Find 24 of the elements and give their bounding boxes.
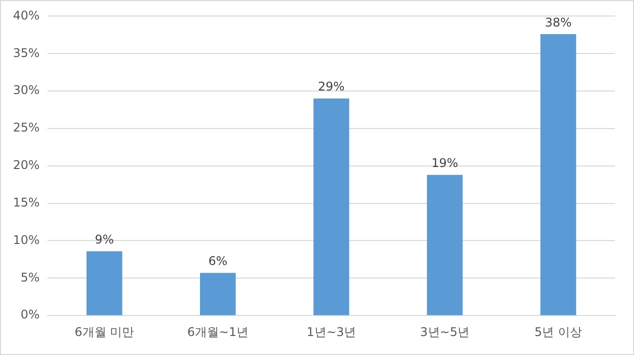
y-tick-label: 25% xyxy=(13,120,40,135)
bar xyxy=(540,34,576,316)
y-tick-label: 5% xyxy=(20,270,40,284)
data-label: 38% xyxy=(544,15,572,30)
bar xyxy=(86,251,122,316)
bar xyxy=(313,98,350,316)
x-tick-label: 3년~5년 xyxy=(420,324,470,339)
bar xyxy=(426,174,463,316)
y-tick-label: 20% xyxy=(13,158,40,172)
data-label: 19% xyxy=(431,156,458,170)
data-label: 6% xyxy=(208,254,228,268)
y-tick-label: 30% xyxy=(13,83,40,98)
x-tick-label: 5년 이상 xyxy=(534,324,582,339)
data-label: 9% xyxy=(94,232,114,246)
x-tick-label: 6개월 미만 xyxy=(74,324,134,339)
data-label: 29% xyxy=(318,80,345,94)
y-tick-label: 40% xyxy=(13,8,40,22)
bar xyxy=(200,272,236,316)
y-tick-label: 35% xyxy=(13,46,40,60)
y-tick-label: 10% xyxy=(13,232,40,247)
y-tick-label: 15% xyxy=(13,195,40,210)
x-tick-label: 1년~3년 xyxy=(306,324,356,339)
y-tick-label: 0% xyxy=(20,308,40,322)
x-tick-label: 6개월~1년 xyxy=(187,324,249,339)
